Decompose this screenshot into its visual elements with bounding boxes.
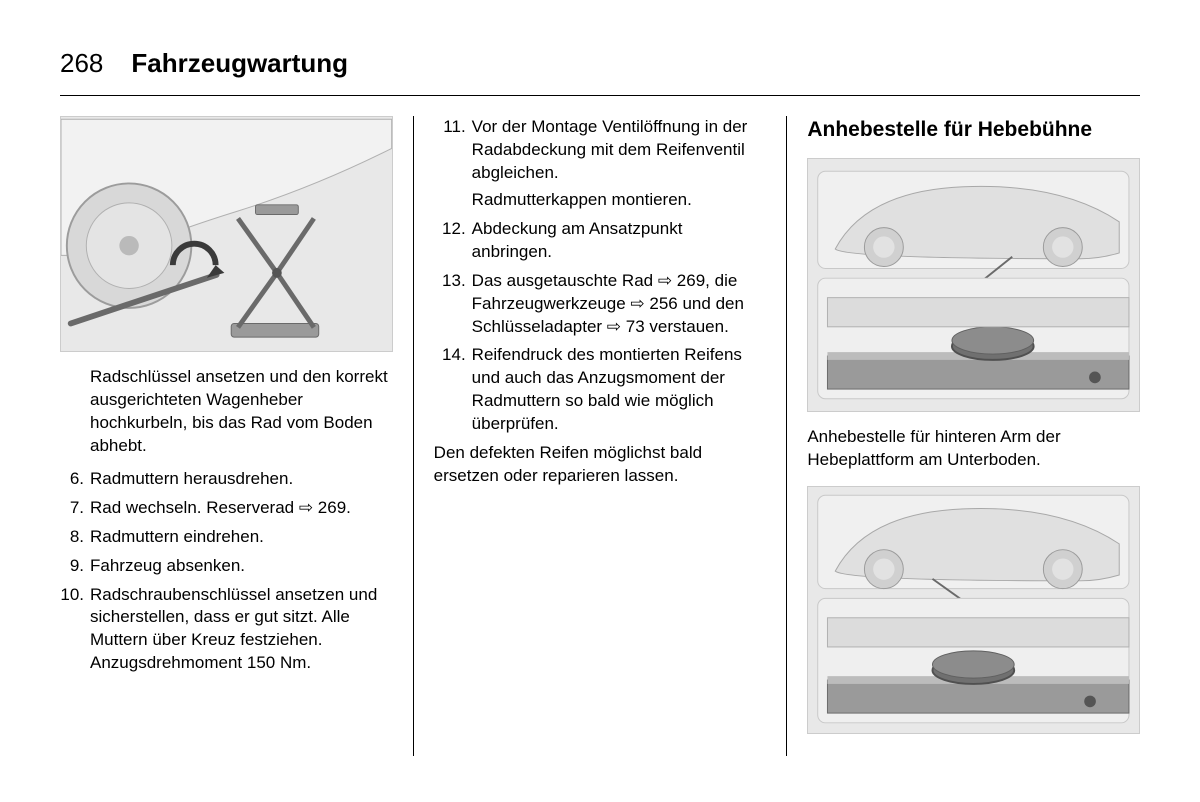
step-text: Das ausgetauschte Rad ⇨ 269, die Fahrzeu… <box>472 270 767 339</box>
page-number: 268 <box>60 48 103 79</box>
step-number: 6. <box>60 468 90 491</box>
step-number: 10. <box>60 584 90 676</box>
step-text-main: Vor der Montage Ventilöffnung in der Rad… <box>472 117 748 182</box>
figure-lift-point-bottom <box>807 486 1140 734</box>
list-item: 6. Radmuttern herausdrehen. <box>60 468 393 491</box>
section-heading: Anhebestelle für Hebebühne <box>807 116 1140 144</box>
step-number: 11. <box>434 116 472 212</box>
header-divider <box>60 95 1140 96</box>
list-item: 11. Vor der Montage Ventilöffnung in der… <box>434 116 767 212</box>
list-item: 14. Reifendruck des montierten Reifens u… <box>434 344 767 436</box>
page-title: Fahrzeugwartung <box>131 48 348 79</box>
step-number: 14. <box>434 344 472 436</box>
step-number: 12. <box>434 218 472 264</box>
step-number: 13. <box>434 270 472 339</box>
column-2: 11. Vor der Montage Ventilöffnung in der… <box>422 116 779 756</box>
step-text: Rad wechseln. Reserverad ⇨ 269. <box>90 497 393 520</box>
step-number: 9. <box>60 555 90 578</box>
step-number: 7. <box>60 497 90 520</box>
list-item: 8. Radmuttern eindrehen. <box>60 526 393 549</box>
column-1: Radschlüssel ansetzen und den korrekt au… <box>60 116 405 756</box>
column-3: Anhebestelle für Hebebühne <box>795 116 1140 756</box>
column-separator <box>786 116 787 756</box>
figure-caption: Anhebestelle für hinteren Arm der Hebepl… <box>807 426 1140 472</box>
step-text: Radmuttern herausdrehen. <box>90 468 393 491</box>
list-item: 7. Rad wechseln. Reserverad ⇨ 269. <box>60 497 393 520</box>
step-text: Vor der Montage Ventilöffnung in der Rad… <box>472 116 767 212</box>
step-text: Radschraubenschlüssel ansetzen und siche… <box>90 584 393 676</box>
list-item: 12. Abdeckung am Ansatzpunkt anbringen. <box>434 218 767 264</box>
figure-jack <box>60 116 393 352</box>
figure-lift-point-top <box>807 158 1140 412</box>
list-item: 10. Radschraubenschlüssel ansetzen und s… <box>60 584 393 676</box>
step-text: Abdeckung am Ansatzpunkt anbringen. <box>472 218 767 264</box>
step-text: Radmuttern eindrehen. <box>90 526 393 549</box>
page-header: 268 Fahrzeugwartung <box>60 48 1140 79</box>
steps-list-col2: 11. Vor der Montage Ventilöffnung in der… <box>434 116 767 436</box>
content-columns: Radschlüssel ansetzen und den korrekt au… <box>60 116 1140 756</box>
steps-list-col1: 6. Radmuttern herausdrehen. 7. Rad wechs… <box>60 468 393 676</box>
list-item: 13. Das ausgetauschte Rad ⇨ 269, die Fah… <box>434 270 767 339</box>
step-continuation: Radschlüssel ansetzen und den korrekt au… <box>60 366 393 458</box>
step-text: Fahrzeug absenken. <box>90 555 393 578</box>
step-text: Reifendruck des montierten Reifens und a… <box>472 344 767 436</box>
closing-paragraph: Den defekten Reifen möglichst bald erset… <box>434 442 767 488</box>
column-separator <box>413 116 414 756</box>
step-number: 8. <box>60 526 90 549</box>
step-subtext: Radmutterkappen montieren. <box>472 189 767 212</box>
list-item: 9. Fahrzeug absenken. <box>60 555 393 578</box>
